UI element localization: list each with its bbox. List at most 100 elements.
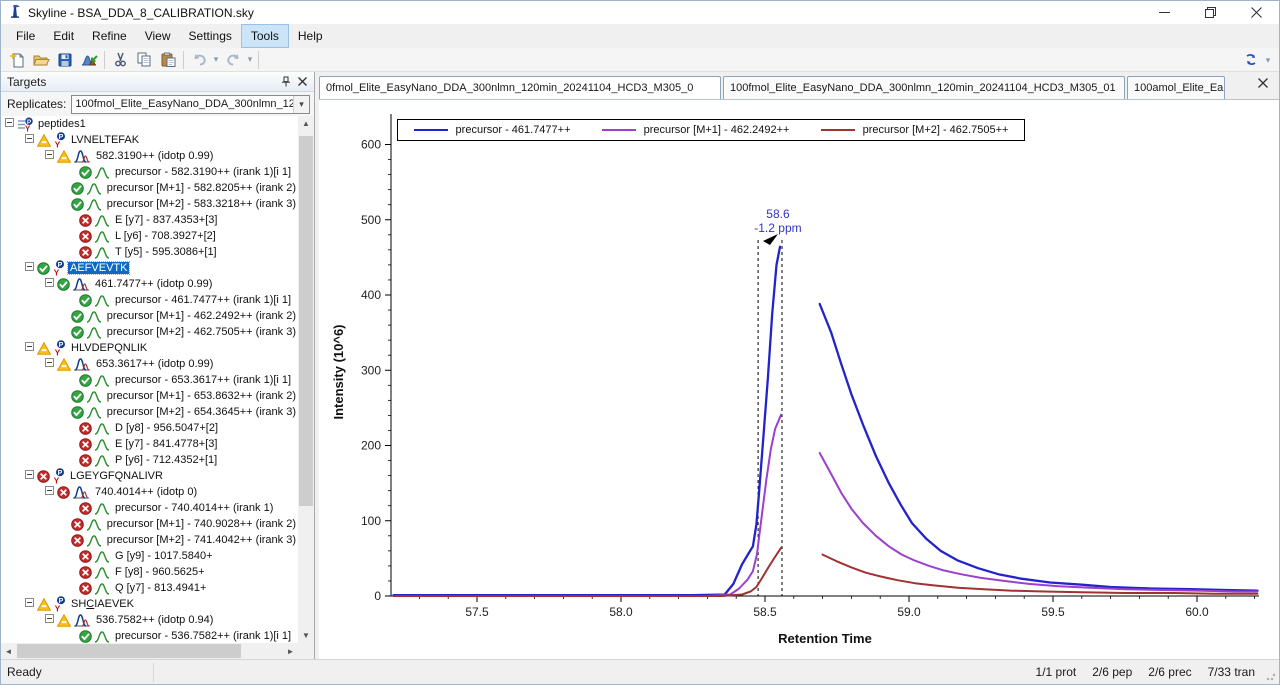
vertical-scroll-thumb[interactable] <box>299 136 313 506</box>
expander-collapse-icon[interactable] <box>25 262 34 274</box>
import-results-icon[interactable] <box>77 49 101 71</box>
expander-collapse-icon[interactable] <box>25 598 34 610</box>
paste-icon[interactable] <box>156 49 180 71</box>
ok-status-icon <box>70 309 84 323</box>
graph-tab-1[interactable]: 0fmol_Elite_EasyNano_DDA_300nlmn_120min_… <box>319 76 721 99</box>
expander-collapse-icon[interactable] <box>45 278 54 290</box>
menu-settings[interactable]: Settings <box>188 29 232 43</box>
tree-indent <box>1 492 45 493</box>
horizontal-scroll-thumb[interactable] <box>17 644 241 658</box>
undo-icon[interactable] <box>187 49 211 71</box>
graph-close-icon[interactable] <box>1255 75 1271 91</box>
tree-item[interactable]: precursor [M+1] - 582.8205++ (irank 2) <box>1 180 298 196</box>
tree-item[interactable]: precursor [M+2] - 583.3218++ (irank 3) <box>1 196 298 212</box>
restore-button[interactable] <box>1187 1 1233 24</box>
scroll-up-icon[interactable]: ▲ <box>302 119 310 128</box>
tree-item[interactable]: precursor - 536.7582++ (irank 1)[i 1] <box>1 628 298 643</box>
tree-item[interactable]: Q [y7] - 813.4941+ <box>1 580 298 596</box>
open-file-icon[interactable] <box>29 49 53 71</box>
tree-item-label: E [y7] - 841.4778+[3] <box>115 438 218 450</box>
graph-tab-2[interactable]: 100fmol_Elite_EasyNano_DDA_300nlmn_120mi… <box>723 76 1125 99</box>
save-icon[interactable] <box>53 49 77 71</box>
tree-item[interactable]: P [y6] - 712.4352+[1] <box>1 452 298 468</box>
tree-item[interactable]: G [y9] - 1017.5840+ <box>1 548 298 564</box>
close-button[interactable] <box>1233 1 1279 24</box>
tree-item[interactable]: precursor - 740.4014++ (irank 1) <box>1 500 298 516</box>
tree-item[interactable]: precursor [M+2] - 654.3645++ (irank 3) <box>1 404 298 420</box>
expander-collapse-icon[interactable] <box>45 358 54 370</box>
undo-caret[interactable]: ▾ <box>213 54 219 64</box>
expander-collapse-icon[interactable] <box>25 134 34 146</box>
transition-peak-icon <box>86 518 102 531</box>
expander-collapse-icon[interactable] <box>25 342 34 354</box>
redo-caret[interactable]: ▾ <box>247 54 253 64</box>
graph-settings-icon[interactable] <box>1239 49 1263 71</box>
tree-item[interactable]: precursor - 653.3617++ (irank 1)[i 1] <box>1 372 298 388</box>
tree-item[interactable]: T [y5] - 595.3086+[1] <box>1 244 298 260</box>
tree-item[interactable]: P Y AEFVEVTK <box>1 260 298 276</box>
tree-item[interactable]: P Y LVNELTEFAK <box>1 132 298 148</box>
svg-text:60.0: 60.0 <box>1185 605 1209 619</box>
expander-collapse-icon[interactable] <box>45 486 54 498</box>
targets-close-icon[interactable] <box>294 74 310 90</box>
tree-item[interactable]: P Y SHCIAEVEK <box>1 596 298 612</box>
tree-item[interactable]: precursor [M+2] - 741.4042++ (irank 3) <box>1 532 298 548</box>
tree-item[interactable]: E [y7] - 837.4353+[3] <box>1 212 298 228</box>
targets-vertical-scrollbar[interactable]: ▲ ▼ <box>298 116 314 643</box>
cut-icon[interactable] <box>108 49 132 71</box>
redo-icon[interactable] <box>221 49 245 71</box>
tree-item-label: precursor - 582.3190++ (irank 1)[i 1] <box>115 166 292 178</box>
targets-horizontal-scrollbar[interactable]: ◄ ► <box>1 643 298 659</box>
chart-surface[interactable]: 0 100 200 300 400 500 600 57.5 58.0 58.5 59.0 59.5 6… <box>319 100 1280 662</box>
expander-collapse-icon[interactable] <box>45 614 54 626</box>
menu-view[interactable]: View <box>144 29 171 43</box>
tree-item[interactable]: D [y8] - 956.5047+[2] <box>1 420 298 436</box>
copy-icon[interactable] <box>132 49 156 71</box>
menu-help[interactable]: Help <box>297 29 323 43</box>
scroll-down-icon[interactable]: ▼ <box>302 631 310 640</box>
tree-item[interactable]: L [y6] - 708.3927+[2] <box>1 228 298 244</box>
combo-dropdown-icon[interactable]: ▾ <box>293 95 309 113</box>
svg-text:P: P <box>59 598 64 605</box>
tree-item[interactable]: 740.4014++ (idotp 0) <box>1 484 298 500</box>
tree-item[interactable]: precursor - 582.3190++ (irank 1)[i 1] <box>1 164 298 180</box>
tree-item[interactable]: 582.3190++ (idotp 0.99) <box>1 148 298 164</box>
tree-item[interactable]: E [y7] - 841.4778+[3] <box>1 436 298 452</box>
error-status-icon <box>79 581 92 595</box>
graph-settings-caret[interactable]: ▾ <box>1265 54 1271 65</box>
error-status-icon <box>70 533 84 547</box>
expander-collapse-icon[interactable] <box>45 150 54 162</box>
transition-peak-icon <box>94 214 110 227</box>
menu-refine[interactable]: Refine <box>92 29 127 43</box>
expander-collapse-icon[interactable] <box>5 118 14 130</box>
tree-item[interactable]: 461.7477++ (idotp 0.99) <box>1 276 298 292</box>
tree-item[interactable]: 653.3617++ (idotp 0.99) <box>1 356 298 372</box>
menu-edit[interactable]: Edit <box>53 29 75 43</box>
scroll-right-icon[interactable]: ► <box>286 646 295 656</box>
menu-file[interactable]: File <box>16 29 36 43</box>
tree-item[interactable]: precursor [M+1] - 653.8632++ (irank 2) <box>1 388 298 404</box>
expander-collapse-icon[interactable] <box>25 470 34 482</box>
pin-icon[interactable] <box>278 74 294 90</box>
svg-text:P: P <box>58 262 63 269</box>
replicates-combobox[interactable]: 100fmol_Elite_EasyNano_DDA_300nlmn_12 ▾ <box>71 94 310 114</box>
minimize-button[interactable] <box>1141 1 1187 24</box>
tree-item[interactable]: P Y HLVDEPQNLIK <box>1 340 298 356</box>
tree-item[interactable]: 536.7582++ (idotp 0.94) <box>1 612 298 628</box>
tree-item[interactable]: precursor [M+2] - 462.7505++ (irank 3) <box>1 324 298 340</box>
tree-item[interactable]: P Y LGEYGFQNALIVR <box>1 468 298 484</box>
tree-item[interactable]: precursor [M+1] - 462.2492++ (irank 2) <box>1 308 298 324</box>
tree-item-label: 461.7477++ (idotp 0.99) <box>95 278 213 290</box>
tree-item[interactable]: F [y8] - 960.5625+ <box>1 564 298 580</box>
ok-status-icon <box>79 293 92 307</box>
scroll-left-icon[interactable]: ◄ <box>4 646 13 656</box>
menu-tools[interactable]: Tools <box>240 24 289 48</box>
resize-grip[interactable] <box>1265 670 1277 682</box>
svg-text:Y: Y <box>54 476 60 485</box>
new-document-icon[interactable] <box>5 49 29 71</box>
tree-item[interactable]: precursor - 461.7477++ (irank 1)[i 1] <box>1 292 298 308</box>
graph-tab-3[interactable]: 100amol_Elite_Ea <box>1127 76 1225 99</box>
chromatogram-graph[interactable]: precursor - 461.7477++ precursor [M+1] - … <box>319 99 1279 659</box>
tree-item[interactable]: precursor [M+1] - 740.9028++ (irank 2) <box>1 516 298 532</box>
